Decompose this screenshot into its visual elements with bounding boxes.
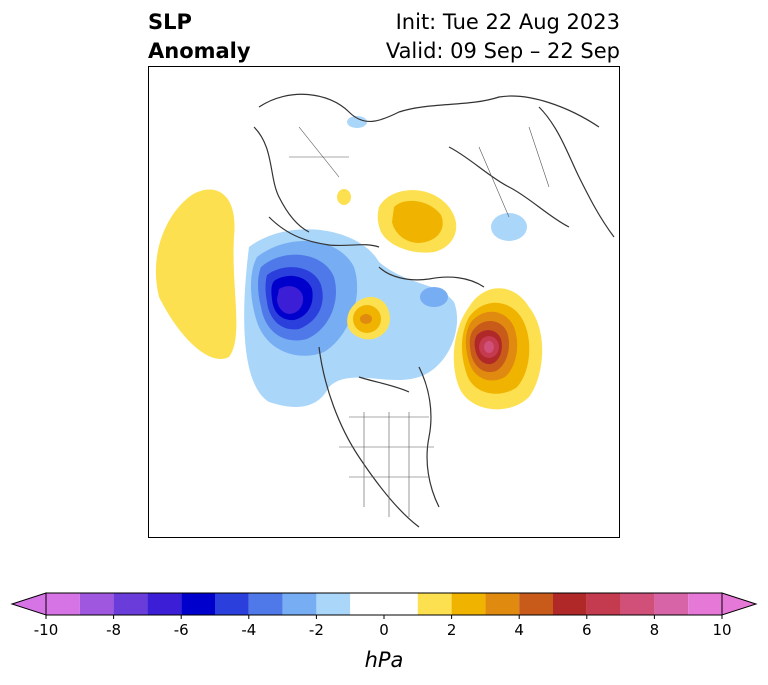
colorbar-bin [485, 593, 520, 615]
valid-range: Valid: 09 Sep – 22 Sep [385, 39, 620, 63]
forecast-dates: Init: Tue 22 Aug 2023 Valid: 09 Sep – 22… [386, 8, 620, 66]
minor-negative-anomalies [347, 116, 527, 307]
colorbar-bin [417, 593, 452, 615]
anomaly-map [148, 66, 620, 538]
colorbar-bin [350, 593, 418, 615]
colorbar-bin [519, 593, 553, 615]
colorbar-bins [45, 592, 723, 616]
colorbar-tick-label: -6 [174, 621, 189, 639]
colorbar-tick-label: -8 [106, 621, 121, 639]
colorbar-tick-label: 4 [514, 621, 524, 639]
colorbar-bin [316, 593, 351, 615]
colorbar-bin [620, 593, 655, 615]
arctic-high-anomaly [347, 297, 390, 340]
colorbar-tick-label: 0 [379, 621, 389, 639]
colorbar-bin [654, 593, 689, 615]
political-borders [289, 126, 550, 517]
colorbar-extend-high [721, 592, 758, 616]
colorbar-ticks: -10 -8 -6 -4 -2 0 2 4 6 8 10 [34, 615, 732, 639]
colorbar-extend-low [10, 592, 47, 616]
colorbar-bin [215, 593, 249, 615]
colorbar-bin [451, 593, 486, 615]
title-line-1: SLP [148, 10, 192, 34]
colorbar-tick-label: 6 [582, 621, 592, 639]
north-atlantic-high-anomaly [453, 288, 543, 410]
map-canvas [155, 93, 615, 528]
colorbar-tick-label: -2 [309, 621, 324, 639]
colorbar-tick-label: 8 [650, 621, 660, 639]
colorbar-tick-label: 2 [447, 621, 457, 639]
colorbar-tick-label: -10 [34, 621, 59, 639]
coastlines [253, 93, 615, 528]
colorbar-bin [113, 593, 148, 615]
init-date: Init: Tue 22 Aug 2023 [395, 10, 620, 34]
colorbar-bin [282, 593, 317, 615]
map-title: SLP Anomaly [148, 8, 251, 66]
siberian-high-anomaly [337, 189, 457, 253]
colorbar-tick-label: -4 [241, 621, 256, 639]
colorbar-tick-label: 10 [712, 621, 731, 639]
colorbar: -10 -8 -6 -4 -2 0 2 4 6 8 10 hPa [10, 592, 758, 672]
colorbar-bin [79, 593, 114, 615]
colorbar-bin [46, 593, 80, 615]
colorbar-bin [688, 593, 722, 615]
colorbar-bin [147, 593, 182, 615]
title-line-2: Anomaly [148, 39, 251, 63]
colorbar-unit-label: hPa [365, 648, 404, 672]
colorbar-bin [248, 593, 283, 615]
colorbar-bin [586, 593, 621, 615]
pacific-high-anomaly [155, 189, 237, 359]
colorbar-bin [553, 593, 587, 615]
colorbar-bin [181, 593, 215, 615]
